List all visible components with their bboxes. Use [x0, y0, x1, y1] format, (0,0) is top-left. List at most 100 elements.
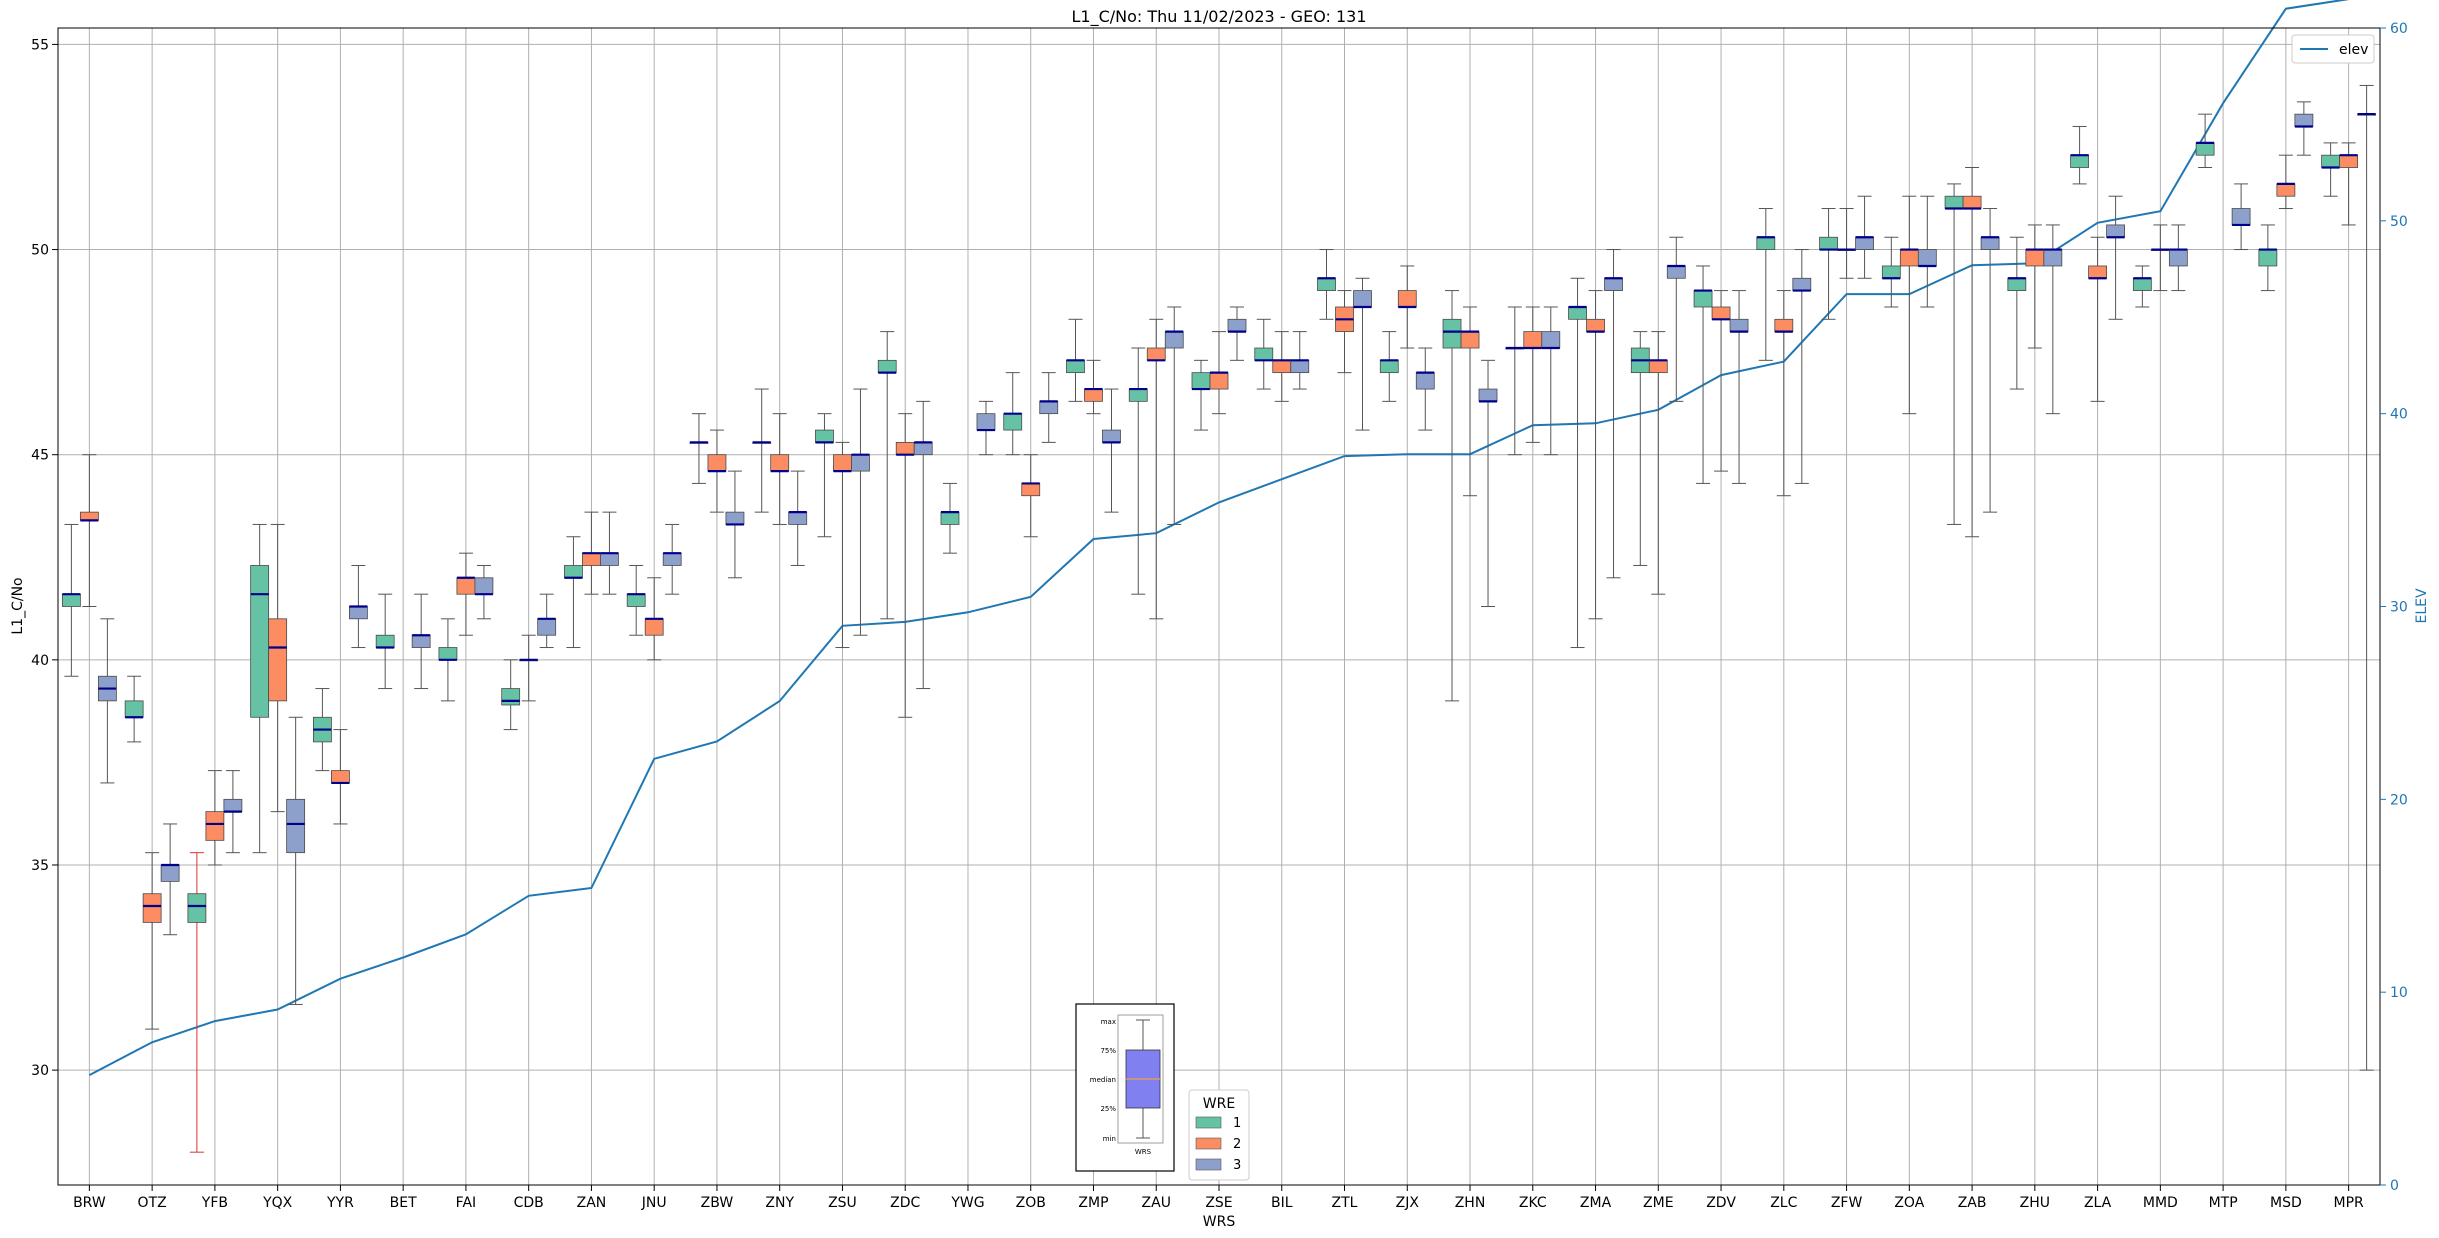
- box-YYR-1: [313, 688, 332, 772]
- left-y-axis: 30 35 40 45 50 55: [31, 37, 58, 1079]
- x-tick-label-ZOB: ZOB: [1016, 1195, 1046, 1211]
- y-tick-label-40: 40: [31, 653, 49, 669]
- box-iqr: [1666, 265, 1686, 279]
- box-CDB-2: [519, 634, 539, 702]
- box-iqr: [1855, 236, 1874, 250]
- x-tick-label-BIL: BIL: [1271, 1195, 1293, 1211]
- x-tick-label-ZBW: ZBW: [701, 1195, 734, 1211]
- box-ZLC-1: [1756, 208, 1776, 361]
- box-iqr: [474, 577, 494, 595]
- box-iqr: [1442, 318, 1462, 349]
- elev-legend-label: elev: [2339, 42, 2368, 58]
- box-MPR-2: [2339, 142, 2359, 226]
- box-iqr: [1227, 318, 1247, 333]
- x-tick-label-ZHU: ZHU: [2020, 1195, 2050, 1211]
- box-ZDV-3: [1729, 290, 1749, 484]
- box-iqr: [2043, 249, 2063, 267]
- box-iqr: [940, 511, 960, 525]
- box-iqr: [142, 893, 162, 923]
- x-tick-label-ZNY: ZNY: [765, 1195, 794, 1211]
- box-iqr: [2321, 154, 2341, 168]
- box-iqr: [2132, 277, 2152, 291]
- box-iqr: [1881, 265, 1901, 279]
- box-YFB-2: [205, 770, 225, 866]
- box-iqr: [2339, 154, 2359, 168]
- x-tick-label-ZAB: ZAB: [1958, 1195, 1987, 1211]
- box-iqr: [976, 413, 996, 431]
- box-iqr: [1272, 359, 1292, 374]
- x-tick-label-BRW: BRW: [73, 1195, 106, 1211]
- x-tick-label-ZKC: ZKC: [1519, 1195, 1547, 1211]
- x-tick-label-ZLC: ZLC: [1770, 1195, 1797, 1211]
- box-iqr: [770, 454, 790, 472]
- box-ZFW-3: [1855, 195, 1874, 279]
- box-iqr: [1792, 277, 1812, 291]
- box-iqr: [815, 429, 834, 443]
- x-tick-label-MPR: MPR: [2333, 1195, 2364, 1211]
- box-iqr: [331, 770, 350, 784]
- box-YQX-3: [286, 716, 306, 1005]
- box-ZKC-3: [1541, 306, 1561, 456]
- y-tick-label-50: 50: [31, 243, 49, 259]
- box-iqr: [456, 577, 476, 595]
- box-YQX-1: [250, 523, 270, 854]
- box-MSD-2: [2276, 154, 2296, 210]
- box-YFB-3: [223, 770, 243, 854]
- box-iqr: [223, 798, 243, 813]
- box-FAI-1: [438, 618, 458, 702]
- box-iqr: [537, 618, 557, 636]
- box-ZHU-2: [2025, 224, 2045, 349]
- box-ZLC-3: [1792, 249, 1812, 484]
- box-ZAU-2: [1146, 318, 1166, 620]
- box-iqr: [2258, 249, 2278, 267]
- box-iqr: [1917, 249, 1937, 267]
- x-tick-label-ZMA: ZMA: [1580, 1195, 1612, 1211]
- x-tick-label-ZSU: ZSU: [828, 1195, 857, 1211]
- box-iqr: [1460, 331, 1480, 349]
- box-iqr: [1568, 306, 1587, 320]
- box-ZSE-3: [1227, 306, 1247, 361]
- box-ZTL-2: [1335, 290, 1354, 374]
- y2-axis-label: ELEV: [2414, 588, 2430, 623]
- box-ZHN-2: [1460, 306, 1480, 497]
- box-JNU-3: [662, 523, 682, 595]
- inset-label-median: median: [1090, 1076, 1116, 1084]
- box-ZMA-2: [1586, 290, 1605, 620]
- box-explanation-inset: max 75% median 25% min WRS: [1075, 1003, 1175, 1172]
- box-iqr: [1586, 318, 1605, 333]
- box-ZLA-3: [2106, 195, 2125, 320]
- box-ZDC-2: [895, 413, 915, 718]
- x-tick-label-ZME: ZME: [1643, 1195, 1674, 1211]
- y-tick-label-30: 30: [31, 1063, 49, 1079]
- x-axis-label: WRS: [1203, 1214, 1236, 1230]
- box-ZAB-3: [1980, 208, 2000, 513]
- box-BET-1: [375, 593, 395, 690]
- x-tick-label-BET: BET: [390, 1195, 417, 1211]
- box-iqr: [187, 893, 207, 923]
- box-iqr: [1146, 347, 1166, 361]
- box-ZHU-1: [2007, 236, 2027, 390]
- box-iqr: [1541, 331, 1561, 349]
- box-iqr: [1084, 388, 1103, 402]
- x-tick-label-JNU: JNU: [641, 1195, 667, 1211]
- box-ZJX-3: [1415, 347, 1435, 431]
- y-axis-label: L1_C/No: [10, 577, 26, 634]
- box-ZLA-1: [2070, 125, 2089, 185]
- box-iqr: [707, 454, 727, 472]
- box-iqr: [2106, 224, 2125, 238]
- box-iqr: [2195, 142, 2215, 156]
- wre-legend: WRE 1 2 3: [1188, 1089, 1250, 1181]
- box-JNU-1: [626, 564, 646, 636]
- box-iqr: [1523, 331, 1543, 349]
- box-iqr: [788, 511, 808, 525]
- box-YYR-2: [331, 729, 350, 825]
- box-YQX-2: [268, 523, 288, 813]
- x-tick-label-YFB: YFB: [201, 1195, 228, 1211]
- box-ZME-2: [1648, 331, 1668, 595]
- x-tick-label-ZMP: ZMP: [1078, 1195, 1108, 1211]
- box-ZHU-3: [2043, 224, 2063, 415]
- box-iqr: [644, 618, 664, 636]
- x-tick-label-FAI: FAI: [456, 1195, 476, 1211]
- x-tick-label-MSD: MSD: [2270, 1195, 2302, 1211]
